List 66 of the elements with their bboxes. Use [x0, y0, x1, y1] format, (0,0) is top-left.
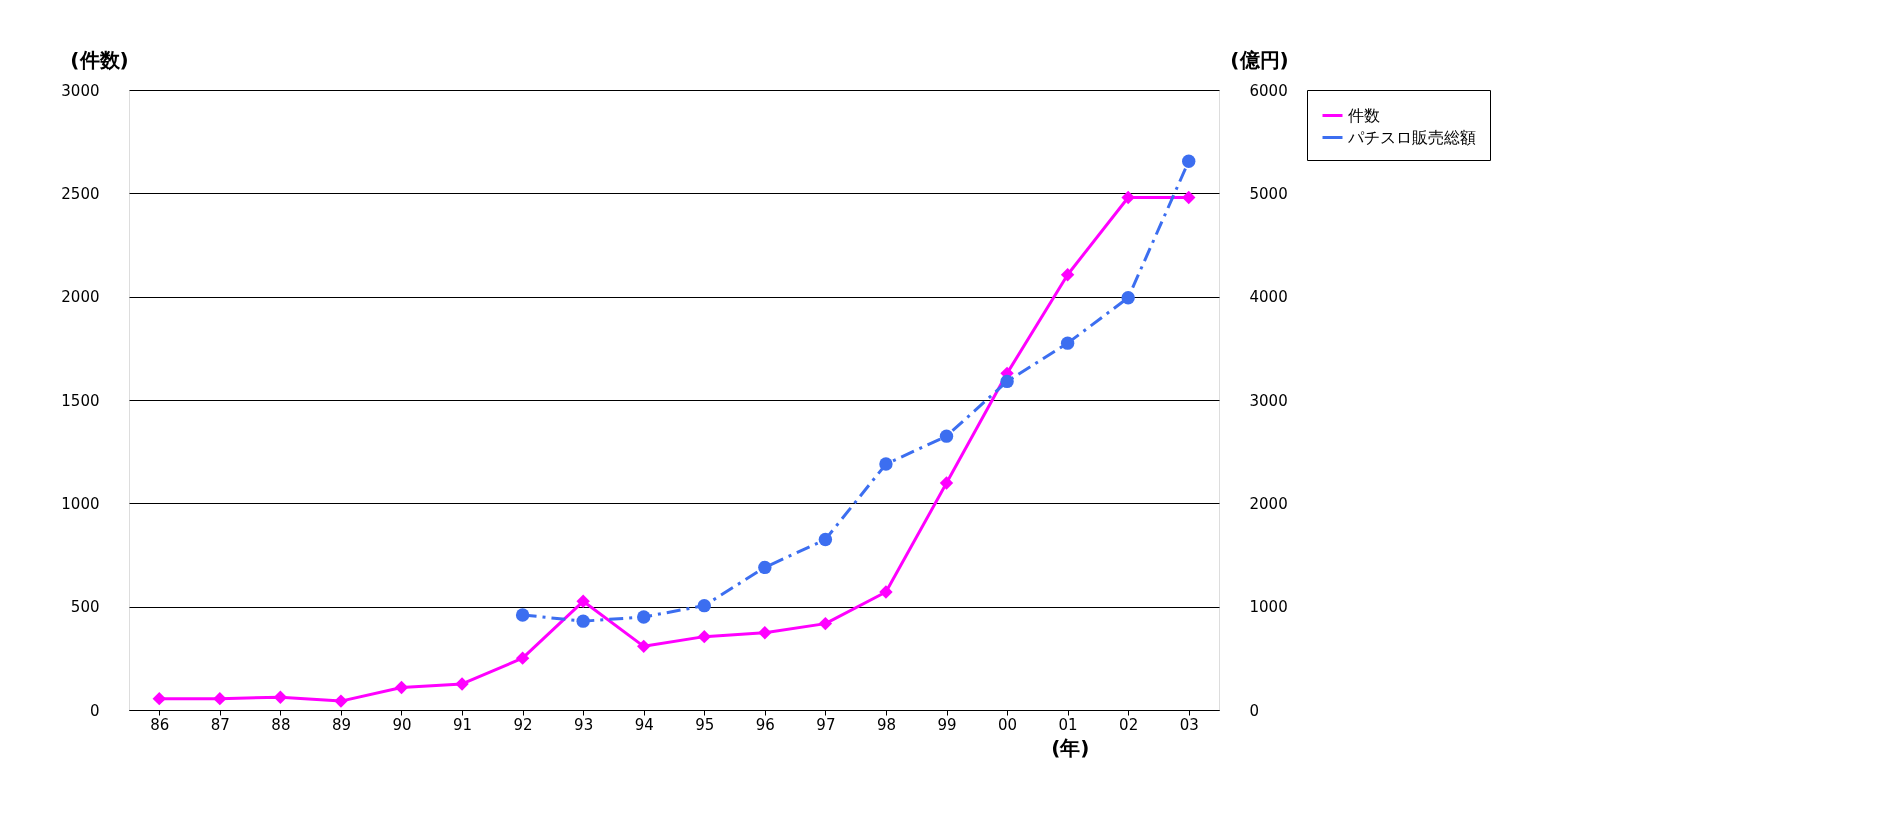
- point: [818, 532, 833, 547]
- y2-tick-label: 1000: [1249, 598, 1288, 617]
- x-tick-label: 98: [876, 715, 896, 734]
- point: [1121, 291, 1135, 305]
- point: [697, 629, 711, 644]
- point: [455, 677, 469, 691]
- x-tick-label: 01: [1058, 715, 1078, 734]
- x-tick-label: 90: [392, 715, 412, 734]
- point: [1000, 374, 1014, 389]
- legend-label: パチスロ販売総額: [1347, 127, 1476, 147]
- y2-tick-label: 4000: [1249, 288, 1288, 307]
- point: [515, 608, 530, 622]
- point: [576, 614, 590, 628]
- point: [1182, 190, 1196, 205]
- y-tick-label: 2000: [61, 288, 100, 307]
- y2-tick-label: 0: [1249, 701, 1260, 720]
- y2-tick-label: 3000: [1249, 391, 1288, 410]
- x-axis-title: (年): [1051, 735, 1090, 760]
- point: [637, 639, 651, 654]
- x-tick-label: 94: [634, 715, 654, 734]
- x-tick-label: 03: [1179, 715, 1199, 734]
- y-tick-label: 1000: [61, 494, 100, 513]
- point: [879, 457, 893, 471]
- point: [939, 429, 954, 443]
- point: [515, 651, 530, 665]
- point: [1060, 268, 1075, 282]
- x-tick-label: 86: [150, 715, 170, 734]
- x-tick-label: 93: [574, 715, 594, 734]
- y2-tick-label: 2000: [1249, 494, 1288, 513]
- point: [939, 476, 954, 490]
- point: [1121, 190, 1135, 205]
- point: [334, 694, 348, 708]
- x-tick-label: 96: [755, 715, 775, 734]
- point: [1182, 154, 1196, 168]
- point: [213, 691, 227, 706]
- x-tick-label: 89: [331, 715, 351, 734]
- y2-axis-title: (億円): [1230, 47, 1289, 72]
- point: [879, 585, 893, 599]
- y-tick-label: 3000: [61, 81, 100, 100]
- point: [273, 690, 288, 704]
- x-tick-label: 02: [1119, 715, 1139, 734]
- x-tick-label: 91: [453, 715, 473, 734]
- x-tick-label: 99: [937, 715, 957, 734]
- y-tick-label: 2500: [61, 184, 100, 203]
- legend-label: 件数: [1348, 105, 1380, 125]
- point: [637, 610, 651, 624]
- point: [394, 680, 409, 695]
- x-tick-label: 88: [271, 715, 291, 734]
- y-tick-label: 500: [70, 598, 100, 617]
- y-tick-label: 1500: [61, 391, 100, 410]
- x-tick-label: 87: [210, 715, 230, 734]
- x-tick-label: 97: [816, 715, 836, 734]
- point: [152, 691, 166, 706]
- x-tick-label: 95: [695, 715, 715, 734]
- y2-tick-label: 5000: [1249, 184, 1288, 203]
- y-axis-title: (件数): [70, 47, 129, 72]
- y2-tick-label: 6000: [1249, 81, 1288, 100]
- point: [818, 616, 833, 631]
- point: [758, 626, 772, 640]
- y-tick-label: 0: [89, 701, 100, 720]
- point: [1060, 336, 1075, 350]
- x-tick-label: 00: [998, 715, 1018, 734]
- point: [758, 560, 772, 575]
- point: [576, 594, 590, 608]
- point: [697, 598, 711, 613]
- x-tick-label: 92: [513, 715, 533, 734]
